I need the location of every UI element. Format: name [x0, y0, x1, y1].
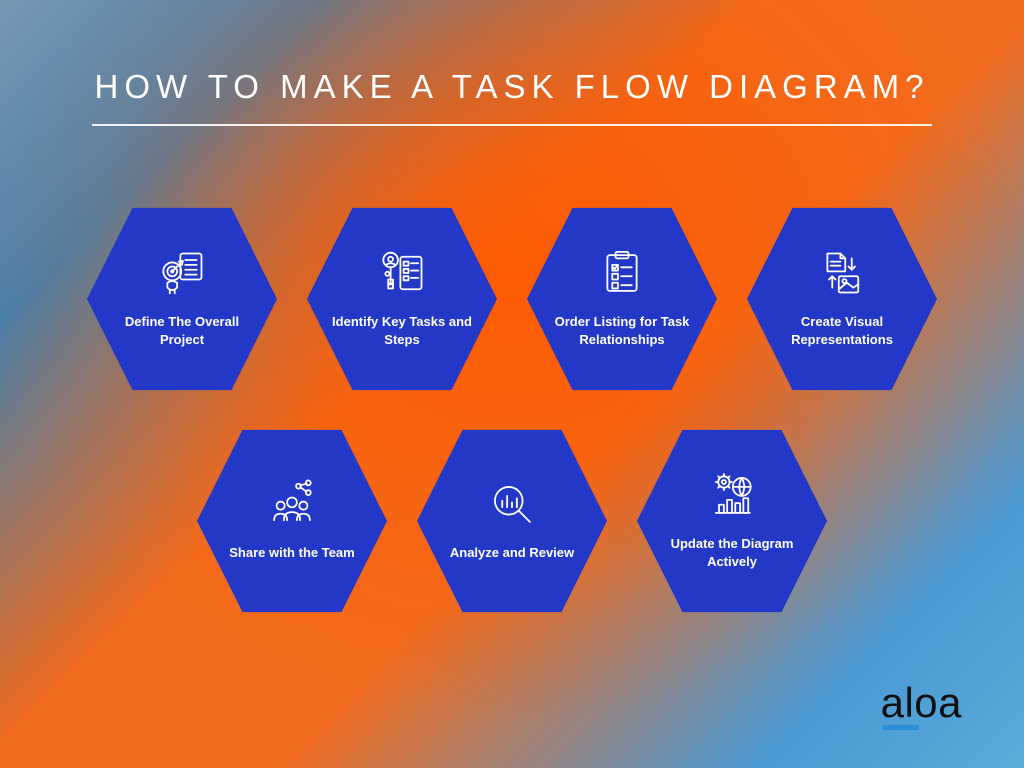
hex-label: Order Listing for Task Relationships — [549, 313, 695, 348]
team-share-icon — [264, 476, 320, 532]
brand-logo-underline — [883, 725, 919, 730]
hex-row-1: Define The Overall Project Identify Key … — [83, 200, 941, 398]
gear-globe-chart-icon — [704, 467, 760, 523]
key-person-list-icon — [374, 245, 430, 301]
hex-identify-tasks: Identify Key Tasks and Steps — [303, 200, 501, 398]
hex-define-project: Define The Overall Project — [83, 200, 281, 398]
brand-logo-text: aloa — [881, 679, 962, 727]
hex-update-diagram: Update the Diagram Actively — [633, 422, 831, 620]
magnify-chart-icon — [484, 476, 540, 532]
title-block: HOW TO MAKE A TASK FLOW DIAGRAM? — [92, 68, 932, 126]
hex-analyze-review: Analyze and Review — [413, 422, 611, 620]
hex-label: Share with the Team — [229, 544, 354, 562]
hex-label: Identify Key Tasks and Steps — [329, 313, 475, 348]
hex-share-team: Share with the Team — [193, 422, 391, 620]
doc-to-image-icon — [814, 245, 870, 301]
target-bulb-list-icon — [154, 245, 210, 301]
checklist-icon — [594, 245, 650, 301]
hex-order-listing: Order Listing for Task Relationships — [523, 200, 721, 398]
page-title: HOW TO MAKE A TASK FLOW DIAGRAM? — [92, 68, 932, 126]
brand-logo: aloa — [881, 679, 962, 730]
hex-grid: Define The Overall Project Identify Key … — [0, 200, 1024, 620]
hex-label: Define The Overall Project — [109, 313, 255, 348]
hex-create-visual: Create Visual Representations — [743, 200, 941, 398]
hex-label: Update the Diagram Actively — [659, 535, 805, 570]
hex-label: Analyze and Review — [450, 544, 574, 562]
hex-row-2: Share with the Team Analyze and Review — [193, 422, 831, 620]
hex-label: Create Visual Representations — [769, 313, 915, 348]
